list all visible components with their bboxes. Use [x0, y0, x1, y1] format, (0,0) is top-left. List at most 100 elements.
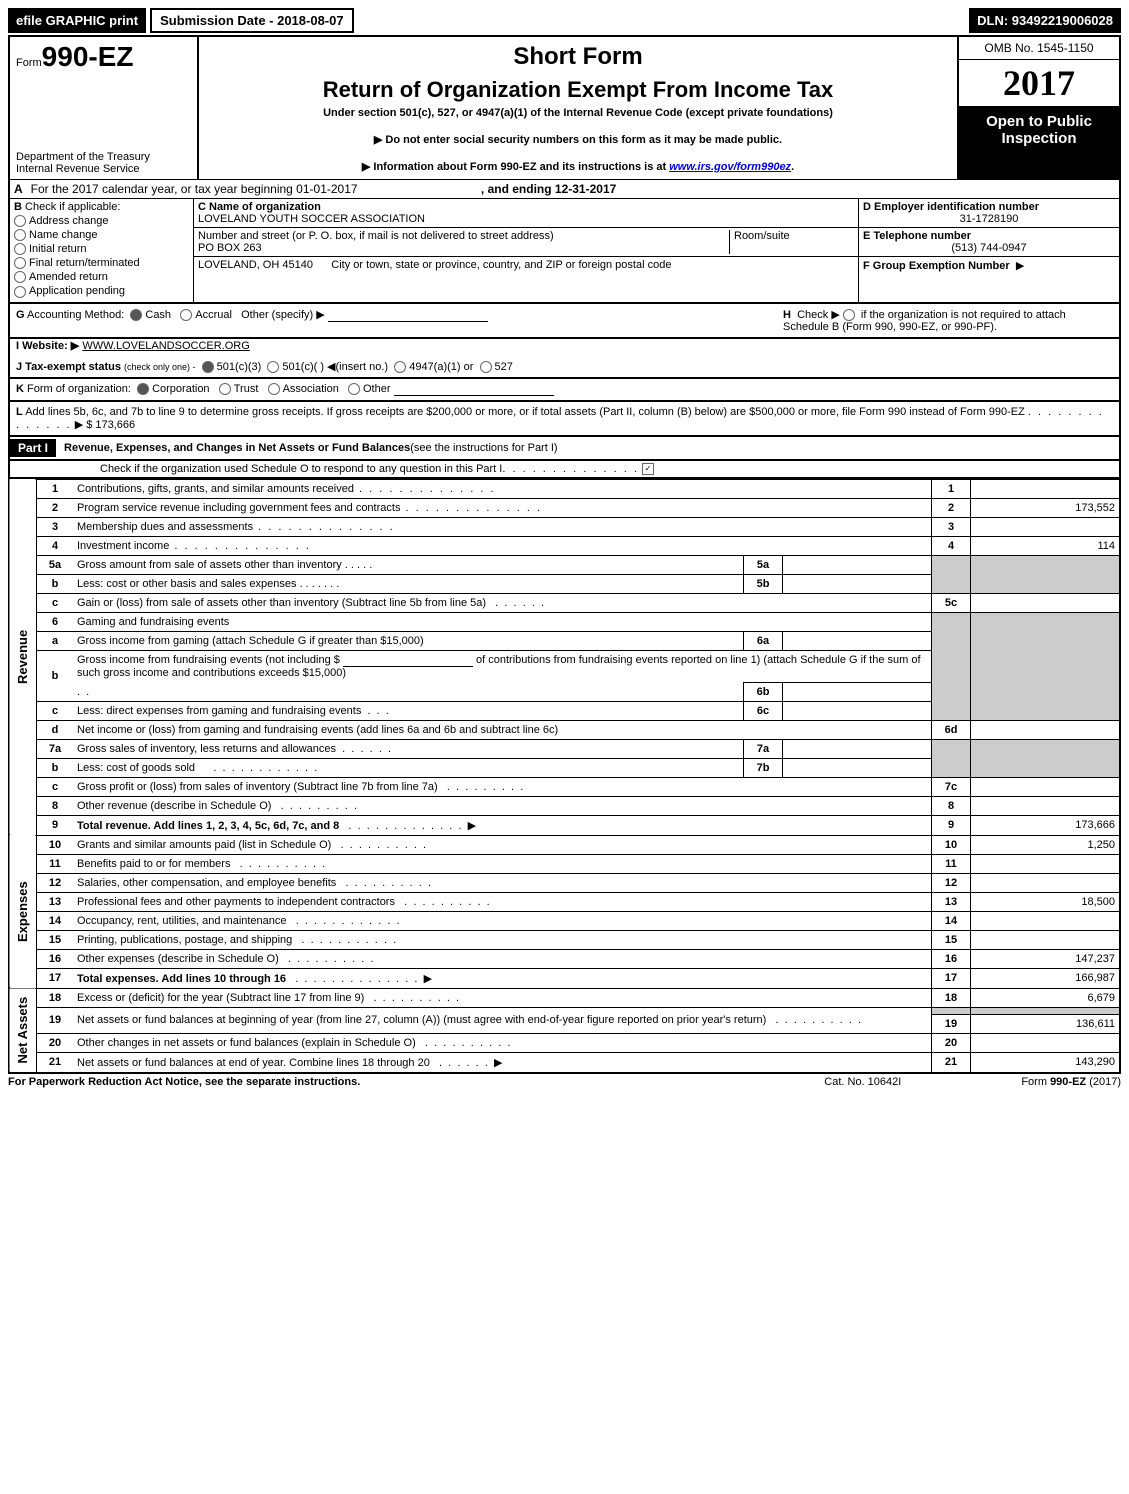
dept-treasury: Department of the Treasury: [16, 151, 191, 163]
j-opt1-radio[interactable]: [202, 361, 214, 373]
l7-grey-num: [932, 739, 971, 777]
k-assoc-radio[interactable]: [268, 383, 280, 395]
b-opt-name[interactable]: Name change: [14, 229, 189, 241]
footer-right-pre: Form: [1021, 1076, 1050, 1088]
h-label: H: [783, 309, 791, 321]
g-other-input[interactable]: [328, 309, 488, 322]
l6a-sv: [783, 631, 932, 650]
l19-grey-num: [932, 1007, 971, 1014]
footer-left: For Paperwork Reduction Act Notice, see …: [8, 1076, 360, 1088]
l18-desc: Excess or (deficit) for the year (Subtra…: [77, 992, 364, 1004]
j-opt3-radio[interactable]: [394, 361, 406, 373]
c-street-label: Number and street (or P. O. box, if mail…: [198, 230, 554, 242]
j-opt4-label: 527: [495, 361, 513, 373]
k-other-input[interactable]: [394, 383, 554, 396]
line-9: 9 Total revenue. Add lines 1, 2, 3, 4, 5…: [9, 815, 1120, 835]
g-cash-radio[interactable]: [130, 309, 142, 321]
b-opt-pending[interactable]: Application pending: [14, 285, 189, 297]
h-check-radio[interactable]: [843, 309, 855, 321]
c-city-row: LOVELAND, OH 45140 City or town, state o…: [194, 257, 858, 302]
b-opt-amended[interactable]: Amended return: [14, 271, 189, 283]
l1-val: [971, 479, 1121, 498]
lines-table: Revenue 1 Contributions, gifts, grants, …: [8, 479, 1121, 1074]
l12-rn: 12: [932, 873, 971, 892]
form-number: 990-EZ: [42, 41, 134, 72]
l19-num: 19: [37, 1007, 74, 1033]
l8-val: [971, 796, 1121, 815]
j-opt2-radio[interactable]: [267, 361, 279, 373]
l4-rn: 4: [932, 536, 971, 555]
section-l: L Add lines 5b, 6c, and 7b to line 9 to …: [8, 402, 1121, 437]
dept-block: Department of the Treasury Internal Reve…: [16, 151, 191, 175]
l15-val: [971, 930, 1121, 949]
g-accrual-radio[interactable]: [180, 309, 192, 321]
j-sub: (check only one) -: [124, 362, 196, 372]
part1-check-row: Check if the organization used Schedule …: [8, 461, 1121, 479]
l5c-desc: Gain or (loss) from sale of assets other…: [77, 597, 486, 609]
l6d-desc: Net income or (loss) from gaming and fun…: [77, 724, 558, 736]
l8-rn: 8: [932, 796, 971, 815]
k-text: Form of organization:: [27, 383, 131, 395]
c-street-row: Number and street (or P. O. box, if mail…: [194, 228, 858, 257]
e-value: (513) 744-0947: [863, 242, 1115, 254]
l2-desc: Program service revenue including govern…: [77, 502, 400, 514]
l12-val: [971, 873, 1121, 892]
short-form-title: Short Form: [513, 43, 642, 71]
d-label: D Employer identification number: [863, 201, 1039, 213]
k-corp-label: Corporation: [152, 383, 209, 395]
b-opt-final[interactable]: Final return/terminated: [14, 257, 189, 269]
g-cash-label: Cash: [145, 309, 171, 321]
l8-num: 8: [37, 796, 74, 815]
l6-grey-num: [932, 612, 971, 720]
k-other-radio[interactable]: [348, 383, 360, 395]
instr-ssn: ▶ Do not enter social security numbers o…: [374, 133, 782, 146]
h-text1: Check ▶: [797, 309, 840, 321]
j-opt1-label: 501(c)(3): [217, 361, 262, 373]
l11-val: [971, 854, 1121, 873]
l19-desc: Net assets or fund balances at beginning…: [77, 1014, 766, 1026]
omb-number: OMB No. 1545-1150: [959, 37, 1119, 60]
b-opt-address[interactable]: Address change: [14, 215, 189, 227]
c-street-value: PO BOX 263: [198, 242, 262, 254]
l13-num: 13: [37, 892, 74, 911]
part1-checkbox[interactable]: ✓: [642, 463, 654, 475]
line-3: 3 Membership dues and assessments 3: [9, 517, 1120, 536]
l21-desc: Net assets or fund balances at end of ye…: [77, 1057, 430, 1069]
i-value[interactable]: WWW.LOVELANDSOCCER.ORG: [82, 340, 249, 352]
l7a-sn: 7a: [744, 739, 783, 758]
section-j: J Tax-exempt status (check only one) - 5…: [8, 356, 1121, 379]
line-19-1: 19 Net assets or fund balances at beginn…: [9, 1007, 1120, 1014]
vert-netassets: Net Assets: [9, 988, 37, 1073]
l13-rn: 13: [932, 892, 971, 911]
section-c: C Name of organization LOVELAND YOUTH SO…: [194, 199, 858, 302]
instr-link[interactable]: www.irs.gov/form990ez: [669, 161, 791, 173]
l6a-desc: Gross income from gaming (attach Schedul…: [77, 635, 424, 647]
k-trust-label: Trust: [234, 383, 259, 395]
j-opt3-label: 4947(a)(1) or: [409, 361, 473, 373]
c-room-label: Room/suite: [734, 230, 790, 242]
k-corp-radio[interactable]: [137, 383, 149, 395]
l-label: L: [16, 406, 23, 418]
b-opt-initial[interactable]: Initial return: [14, 243, 189, 255]
l14-desc: Occupancy, rent, utilities, and maintena…: [77, 915, 287, 927]
l6b-input[interactable]: [343, 654, 473, 667]
vert-revenue: Revenue: [9, 479, 37, 835]
top-bar: efile GRAPHIC print Submission Date - 20…: [8, 8, 1121, 33]
line-6d: d Net income or (loss) from gaming and f…: [9, 720, 1120, 739]
instr-link-row: ▶ Information about Form 990-EZ and its …: [362, 160, 794, 173]
part1-header-row: Part I Revenue, Expenses, and Changes in…: [8, 437, 1121, 461]
l7b-sn: 7b: [744, 758, 783, 777]
section-a-text: For the 2017 calendar year, or tax year …: [27, 180, 621, 198]
l18-num: 18: [37, 988, 74, 1007]
l6-desc: Gaming and fundraising events: [77, 616, 229, 628]
line-15: 15 Printing, publications, postage, and …: [9, 930, 1120, 949]
l2-num: 2: [37, 498, 74, 517]
l5-grey-val: [971, 555, 1121, 593]
l10-desc: Grants and similar amounts paid (list in…: [77, 839, 331, 851]
j-opt4-radio[interactable]: [480, 361, 492, 373]
l-value: ▶ $ 173,666: [75, 419, 135, 431]
instr-pre: ▶ Information about Form 990-EZ and its …: [362, 161, 669, 173]
l4-num: 4: [37, 536, 74, 555]
l6b-sn: 6b: [744, 682, 783, 701]
k-trust-radio[interactable]: [219, 383, 231, 395]
